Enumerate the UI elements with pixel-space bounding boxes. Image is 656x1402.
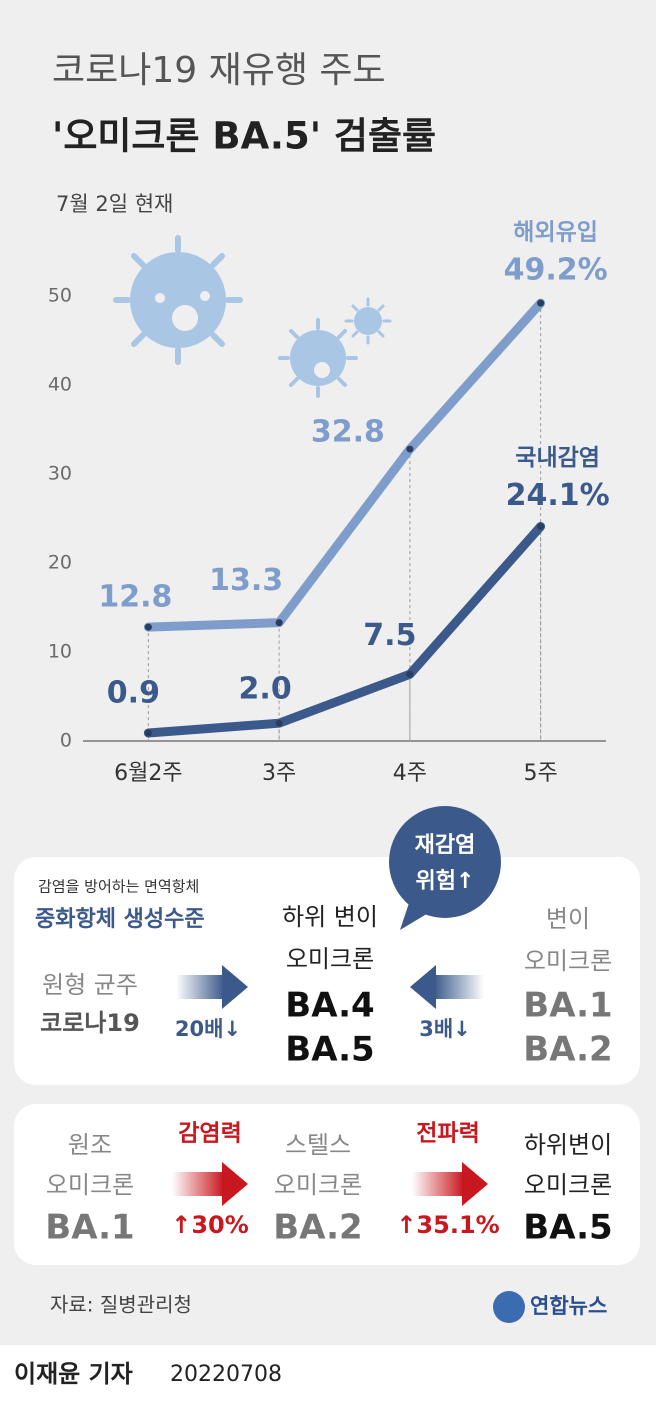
x-tick-label: 3주 [262,761,296,786]
x-tick-label: 5주 [524,761,558,786]
arrow [222,965,248,1009]
point [275,619,283,627]
ratio: 3배↓ [419,1017,471,1041]
point [537,523,545,531]
y-tick-label: 40 [48,374,72,396]
arrow [434,975,484,999]
strain-name: BA.1 [523,986,612,1026]
panel [14,1104,640,1265]
strain-label: 변이 [546,905,590,933]
arrow [172,1172,224,1196]
y-tick-label: 50 [48,285,72,307]
heading: 중화항체 생성수준 [35,907,205,932]
arrow [462,1162,488,1206]
x-tick-label: 4주 [393,761,427,786]
arrow [176,975,224,999]
date: 20220708 [170,1362,282,1387]
bubble-text: 재감염 [415,833,476,858]
series-line [143,522,546,738]
arrow [222,1162,248,1206]
series-line [143,298,546,632]
value-label: 7.5 [363,618,416,653]
x-tick-label: 6월2주 [114,761,182,786]
y-tick-label: 0 [60,730,72,752]
strain-label: 오미크론 [274,1171,362,1199]
arrow [410,965,436,1009]
step-change: ↑35.1% [396,1211,499,1239]
logo-mark [493,1291,525,1323]
strain-name: BA.4 [285,986,374,1026]
strain-name: BA.1 [45,1208,134,1248]
value-label: 12.8 [98,580,172,615]
title-line: 코로나19 재유행 주도 [52,50,386,91]
strain-name: BA.2 [273,1208,362,1248]
point [406,445,414,453]
step-label: 전파력 [416,1121,479,1147]
panel [14,857,640,1085]
point [144,729,152,737]
ratio: 20배↓ [175,1017,241,1041]
title-line: '오미크론 BA.5' 검출률 [52,115,436,158]
source: 자료: 질병관리청 [50,1293,192,1317]
y-tick-label: 20 [48,552,72,574]
strain-label: 하위 변이 [282,903,378,931]
strain-label: 원형 균주 [42,971,138,999]
value-label: 32.8 [311,415,385,450]
bubble-tail [400,900,430,930]
value-label: 24.1% [506,478,610,513]
value-label: 0.9 [107,675,160,710]
strain-label: 원조 [68,1131,112,1159]
value-label: 49.2% [504,253,608,288]
bubble-text: 위험↑ [416,868,475,894]
strain-label: 오미크론 [524,947,612,975]
strain-label: 오미크론 [286,945,374,973]
point [275,719,283,727]
logo: 연합뉴스 [530,1294,607,1318]
y-tick-label: 10 [48,641,72,663]
strain-label: 스텔스 [285,1131,351,1159]
point [406,670,414,678]
strain-name: BA.5 [523,1208,612,1248]
strain-name: BA.2 [523,1030,612,1070]
virus-icon [113,235,392,398]
strain-label: 코로나19 [40,1009,140,1037]
arrow [412,1172,464,1196]
strain-label: 오미크론 [524,1171,612,1199]
caption: 감염을 방어하는 면역항체 [38,878,199,896]
step-change: ↑30% [171,1211,249,1239]
legend-label: 해외유입 [513,220,598,246]
point [537,299,545,307]
point [144,623,152,631]
step-label: 감염력 [178,1121,241,1147]
value-label: 2.0 [239,672,292,707]
subtitle: 7월 2일 현재 [56,192,173,216]
y-tick-label: 30 [48,463,72,485]
byline: 이재윤 기자 [14,1360,133,1388]
strain-label: 오미크론 [46,1171,134,1199]
value-label: 13.3 [209,563,283,598]
bubble [389,806,501,918]
legend-label: 국내감염 [515,445,600,471]
strain-label: 하위변이 [524,1131,612,1159]
strain-name: BA.5 [285,1030,374,1070]
